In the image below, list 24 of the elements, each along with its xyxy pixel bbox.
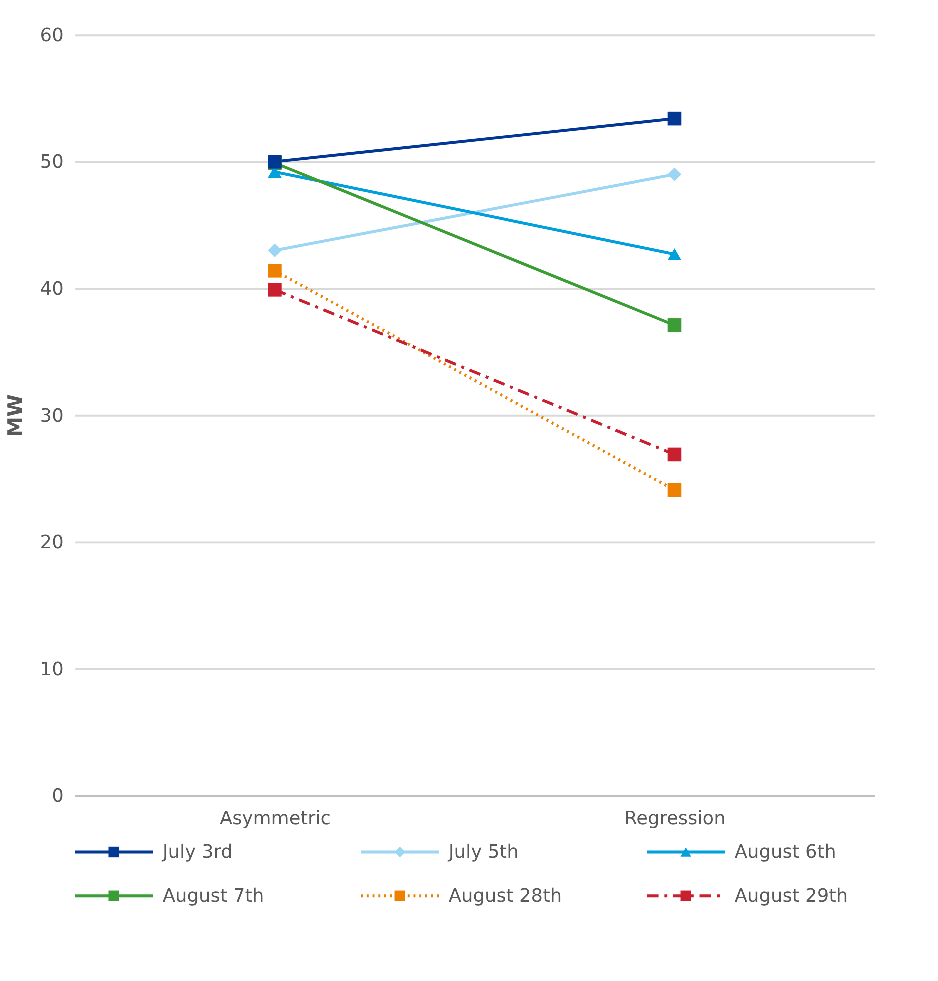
point [268, 264, 282, 278]
point [668, 448, 682, 462]
point [268, 283, 282, 297]
y-tick-label: 10 [40, 659, 64, 680]
y-axis-title: MW [4, 394, 28, 438]
legend-label: August 28th [448, 886, 562, 907]
y-tick-label: 20 [40, 532, 64, 554]
legend-label: August 29th [734, 886, 848, 907]
point [668, 168, 682, 182]
legend-label: July 5th [448, 842, 519, 864]
point [668, 112, 682, 126]
y-tick-label: 50 [40, 152, 64, 174]
x-tick-label: Regression [624, 808, 726, 830]
y-tick-label: 30 [40, 406, 64, 427]
legend-label: August 7th [162, 886, 264, 907]
point [268, 244, 282, 258]
legend-label: August 6th [734, 842, 836, 864]
y-tick-label: 0 [52, 786, 64, 808]
x-tick-label: Asymmetric [220, 808, 331, 830]
point [668, 483, 682, 498]
legend-label: July 3rd [162, 842, 233, 864]
y-tick-label: 40 [40, 279, 64, 300]
y-tick-label: 60 [40, 25, 64, 46]
point [668, 318, 682, 332]
